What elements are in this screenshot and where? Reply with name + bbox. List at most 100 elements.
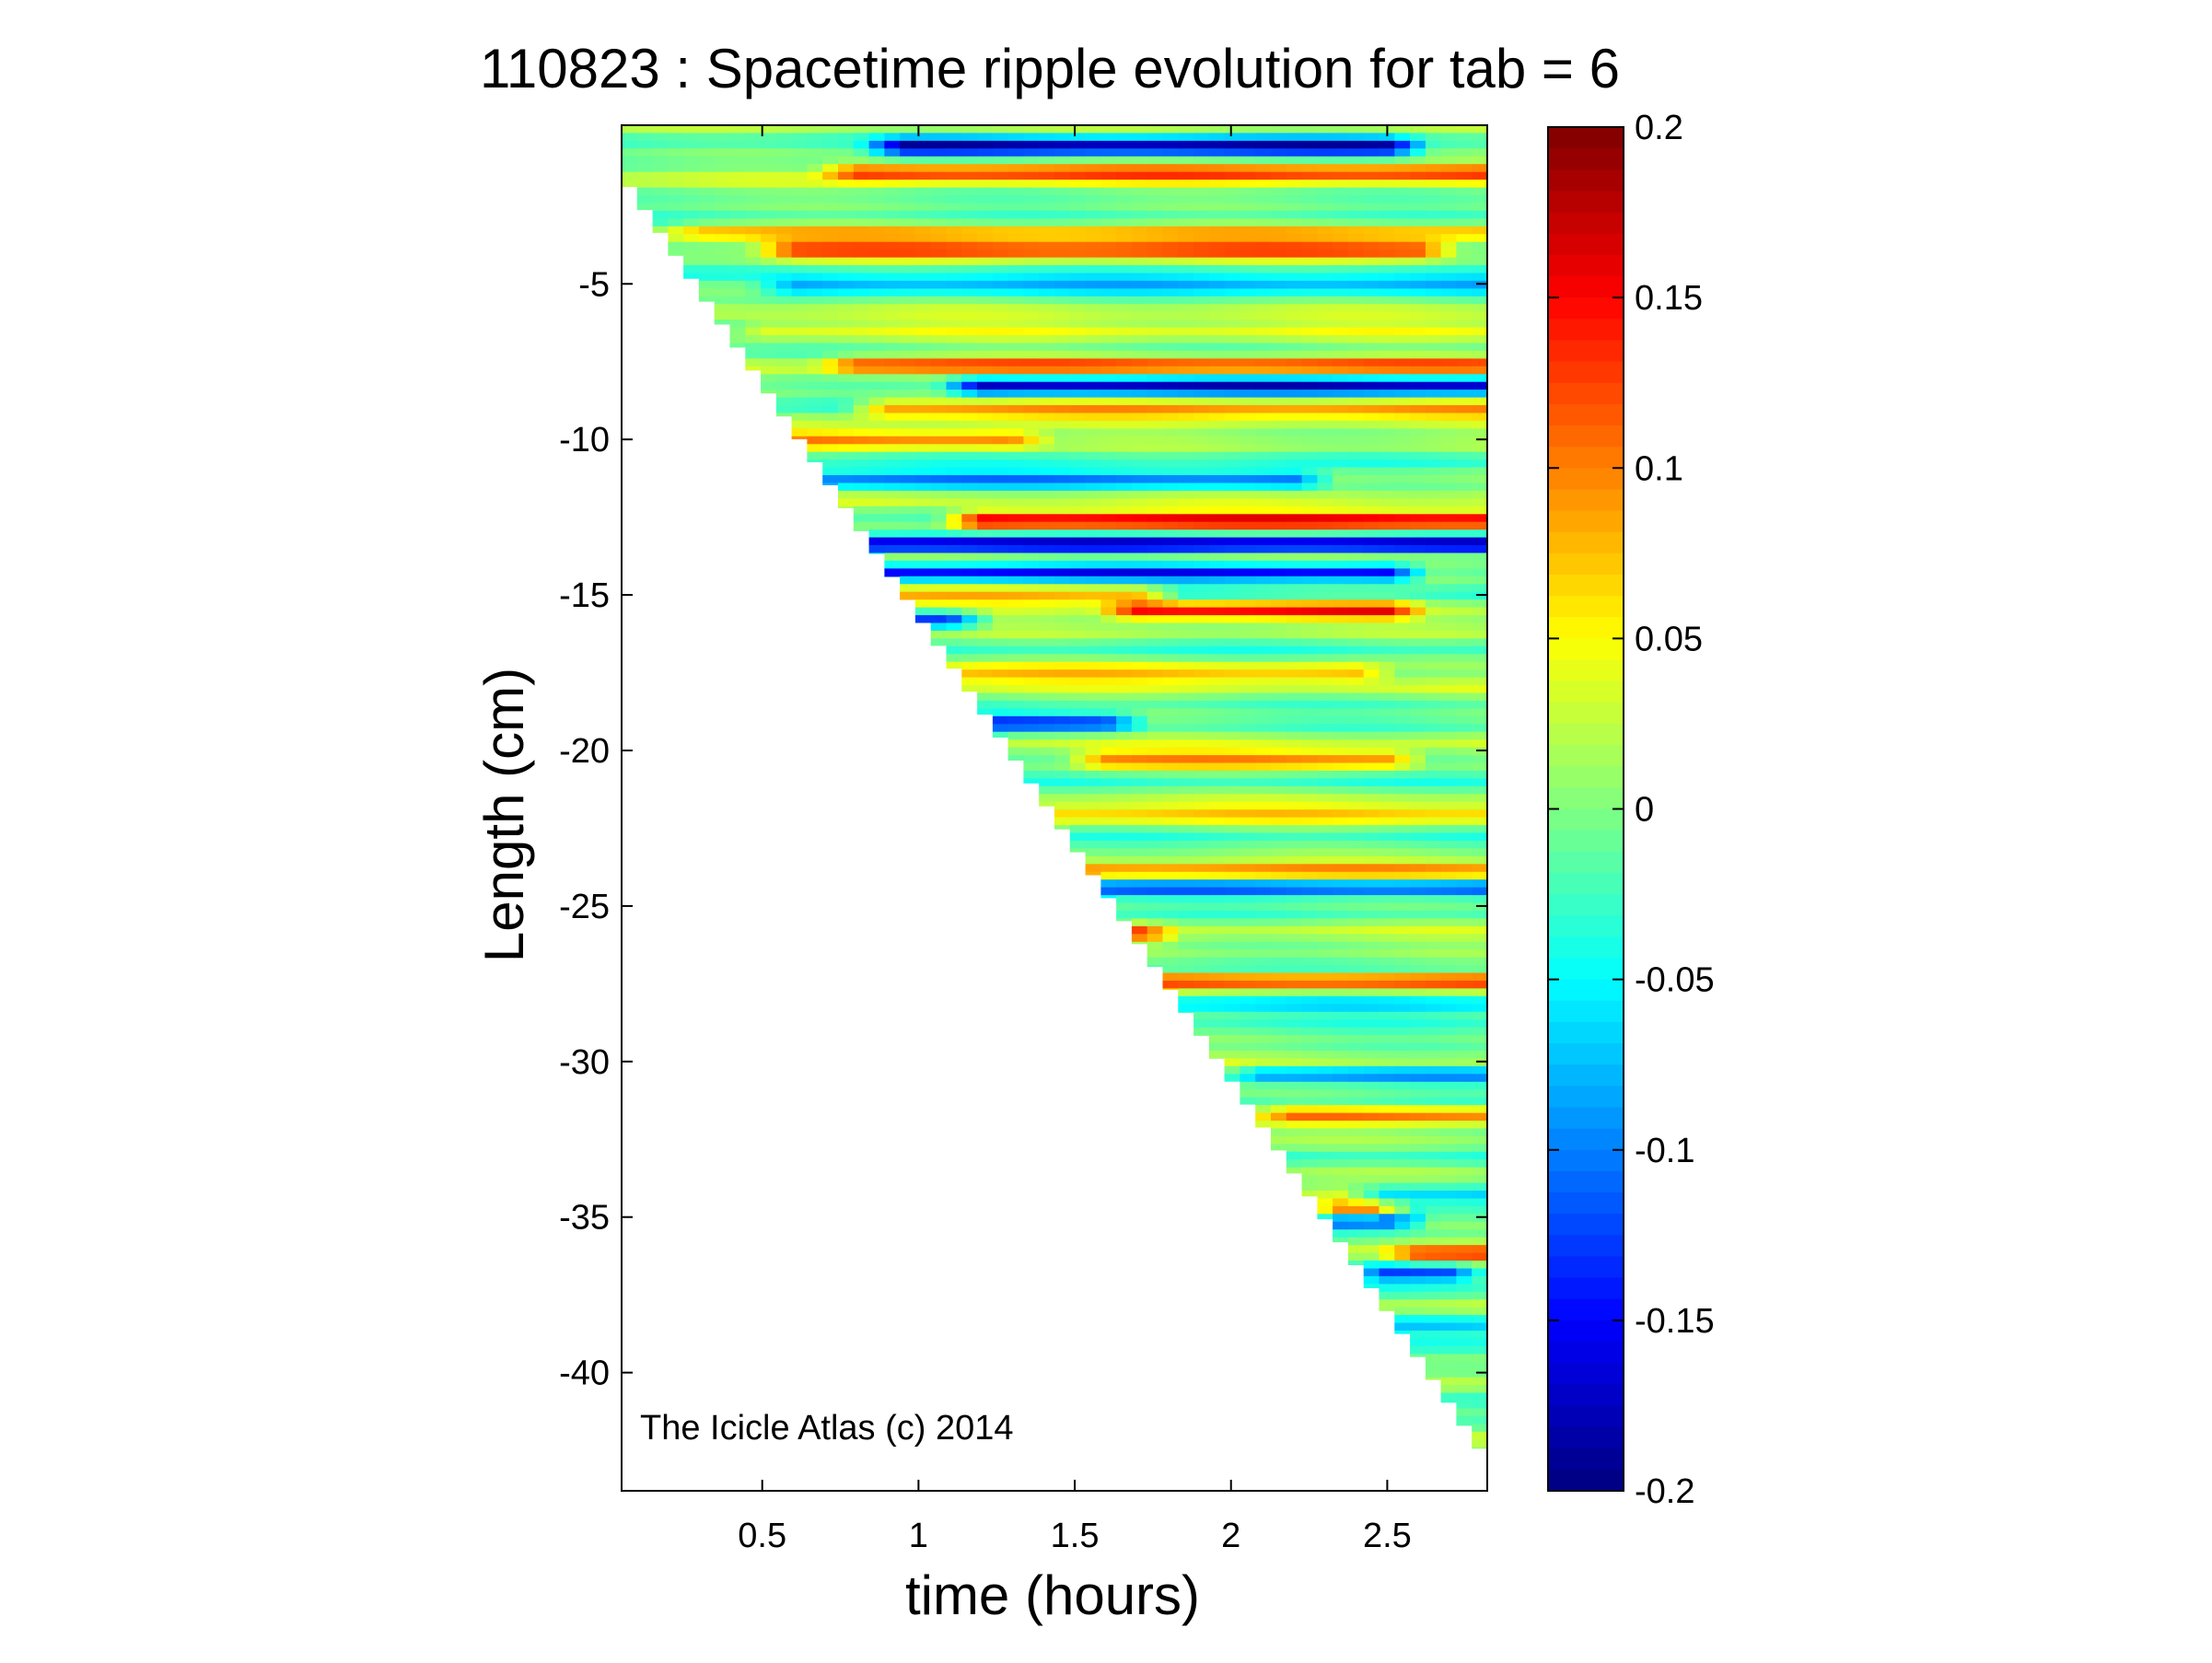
heatmap-cell — [1039, 654, 1055, 663]
heatmap-cell — [1271, 148, 1287, 157]
heatmap-cell — [1394, 941, 1411, 950]
heatmap-cell — [1069, 320, 1087, 329]
heatmap-cell — [1039, 498, 1055, 507]
heatmap-cell — [1178, 195, 1194, 204]
heatmap-cell — [1456, 467, 1473, 476]
heatmap-cell — [1193, 226, 1210, 235]
heatmap-cell — [1410, 701, 1426, 709]
heatmap-cell — [992, 381, 1009, 390]
heatmap-cell — [1069, 273, 1087, 282]
heatmap-cell — [1394, 1112, 1411, 1122]
heatmap-cell — [1410, 350, 1426, 359]
heatmap-cell — [1240, 273, 1256, 282]
heatmap-cell — [1162, 887, 1179, 896]
heatmap-cell — [1347, 250, 1365, 259]
heatmap-cell — [1085, 809, 1101, 819]
heatmap-cell — [1023, 296, 1040, 305]
heatmap-cell — [622, 180, 638, 188]
heatmap-cell — [1440, 1205, 1457, 1215]
heatmap-cell — [1240, 941, 1256, 950]
heatmap-cell — [1039, 311, 1055, 320]
heatmap-cell — [1147, 615, 1164, 624]
heatmap-cell — [1410, 1097, 1426, 1106]
heatmap-cell — [1379, 771, 1395, 779]
heatmap-cell — [1085, 335, 1101, 343]
heatmap-cell — [1023, 475, 1040, 483]
heatmap-cell — [884, 436, 901, 445]
heatmap-cell — [1440, 622, 1457, 632]
heatmap-cell — [1007, 545, 1024, 553]
heatmap-cell — [1100, 887, 1117, 896]
heatmap-cell — [1039, 280, 1055, 289]
heatmap-cell — [1363, 280, 1380, 289]
heatmap-cell — [1178, 490, 1194, 499]
heatmap-cell — [1162, 692, 1179, 702]
heatmap-cell — [1007, 537, 1024, 546]
heatmap-cell — [1363, 1058, 1380, 1067]
heatmap-cell — [992, 622, 1009, 632]
heatmap-cell — [1410, 1128, 1426, 1137]
heatmap-cell — [1162, 576, 1179, 585]
heatmap-cell — [1440, 1377, 1457, 1386]
heatmap-cell — [1379, 148, 1395, 157]
heatmap-cell — [1472, 622, 1488, 632]
heatmap-cell — [1208, 607, 1226, 616]
heatmap-cell — [1162, 156, 1179, 165]
heatmap-cell — [1425, 661, 1442, 670]
heatmap-cell — [1147, 483, 1164, 492]
heatmap-cell — [622, 148, 638, 157]
heatmap-cell — [1116, 483, 1133, 492]
heatmap-cell — [900, 381, 916, 390]
heatmap-cell — [1425, 731, 1442, 740]
heatmap-cell — [1410, 475, 1426, 483]
heatmap-cell — [1085, 778, 1101, 787]
heatmap-cell — [1131, 825, 1148, 834]
heatmap-cell — [868, 335, 885, 343]
heatmap-cell — [1007, 747, 1024, 756]
heatmap-cell — [1394, 654, 1411, 663]
heatmap-cell — [853, 265, 870, 273]
heatmap-cell — [1472, 195, 1488, 204]
heatmap-cell — [1347, 381, 1365, 390]
heatmap-cell — [914, 514, 932, 523]
heatmap-cell — [1425, 1284, 1442, 1293]
heatmap-cell — [1410, 1175, 1426, 1184]
heatmap-cell — [1147, 428, 1164, 437]
heatmap-cell — [1394, 661, 1411, 670]
heatmap-cell — [1116, 622, 1133, 632]
heatmap-cell — [1286, 879, 1303, 889]
heatmap-cell — [1054, 576, 1071, 585]
heatmap-cell — [868, 164, 885, 173]
heatmap-cell — [1472, 692, 1488, 702]
heatmap-cell — [1347, 428, 1365, 437]
heatmap-cell — [1333, 529, 1349, 539]
heatmap-cell — [1193, 459, 1210, 469]
heatmap-cell — [1271, 576, 1287, 585]
heatmap-cell — [1208, 529, 1226, 539]
heatmap-cell — [946, 296, 962, 305]
heatmap-cell — [1394, 218, 1411, 227]
heatmap-cell — [1333, 1237, 1349, 1243]
heatmap-cell — [992, 234, 1009, 243]
heatmap-cell — [1069, 350, 1087, 359]
heatmap-cell — [1162, 864, 1179, 873]
heatmap-cell — [1456, 280, 1473, 289]
heatmap-cell — [1240, 250, 1256, 259]
heatmap-cell — [791, 140, 808, 149]
heatmap-cell — [636, 187, 654, 196]
heatmap-cell — [1425, 320, 1442, 329]
heatmap-cell — [1116, 584, 1133, 593]
heatmap-cell — [1100, 638, 1117, 647]
heatmap-cell — [1178, 918, 1194, 927]
heatmap-cell — [1347, 1058, 1365, 1067]
heatmap-cell — [1255, 957, 1272, 966]
heatmap-cell — [930, 444, 948, 453]
heatmap-cell — [946, 521, 962, 530]
heatmap-cell — [1425, 483, 1442, 492]
heatmap-cell — [1363, 576, 1380, 585]
heatmap-cell — [1271, 218, 1287, 227]
heatmap-cell — [1472, 654, 1488, 663]
heatmap-cell — [1363, 895, 1380, 904]
heatmap-cell — [1100, 148, 1117, 157]
heatmap-cell — [822, 320, 839, 329]
